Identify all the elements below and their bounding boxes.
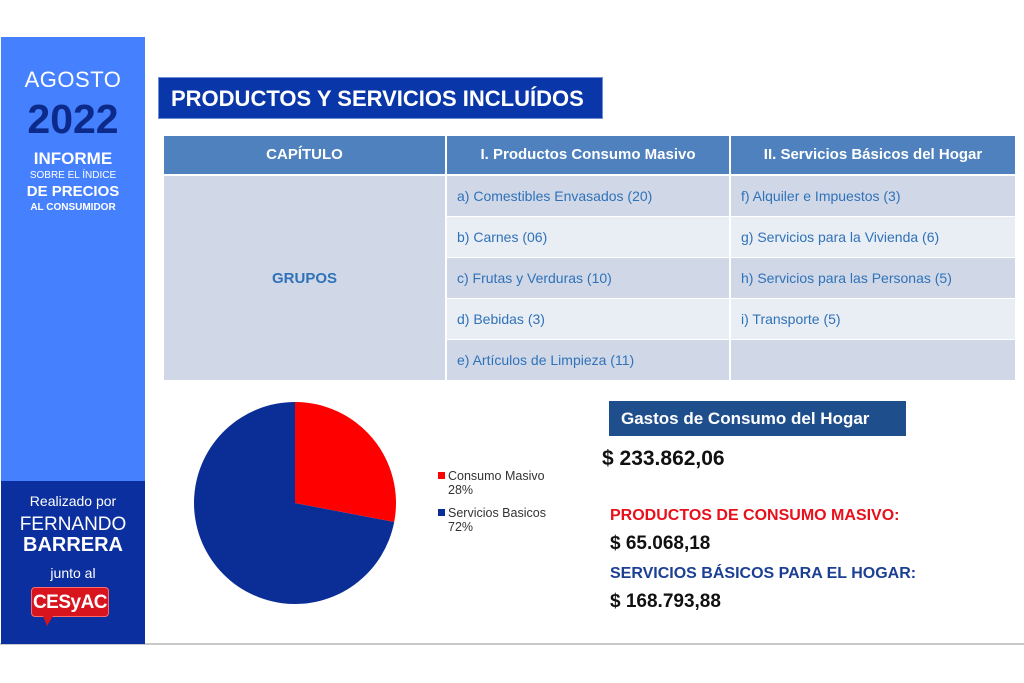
servicios-basicos-label: SERVICIOS BÁSICOS PARA EL HOGAR:	[610, 565, 917, 582]
legend-pct: 72%	[448, 520, 474, 534]
legend-label: Servicios Basicos	[448, 506, 546, 520]
group-cell: e) Artículos de Limpieza (11)	[447, 340, 731, 380]
legend-label: Consumo Masivo	[448, 469, 545, 483]
group-cell: h) Servicios para las Personas (5)	[731, 258, 1015, 298]
total-value: $ 233.862,06	[602, 447, 725, 470]
chart-legend: Consumo Masivo 28% Servicios Basicos 72%	[438, 469, 546, 543]
consumo-masivo-value: $ 65.068,18	[610, 533, 711, 554]
author-first-name: FERNANDO	[19, 514, 127, 535]
report-month: AGOSTO	[24, 67, 122, 92]
consumo-masivo-label: PRODUCTOS DE CONSUMO MASIVO:	[610, 507, 900, 524]
speech-bubble-tail-icon	[43, 616, 53, 626]
report-year: 2022	[27, 96, 119, 142]
legend-swatch-blue	[438, 509, 445, 516]
group-cell: g) Servicios para la Vivienda (6)	[731, 217, 1015, 257]
sidebar-report-header: AGOSTO 2022 INFORME SOBRE EL ÍNDICE DE P…	[1, 37, 145, 481]
legend-swatch-red	[438, 472, 445, 479]
servicios-basicos-value: $ 168.793,88	[610, 591, 721, 612]
page-title: PRODUCTOS Y SERVICIOS INCLUÍDOS	[158, 77, 603, 119]
group-cell: b) Carnes (06)	[447, 217, 731, 257]
legend-item-consumo: Consumo Masivo 28%	[438, 469, 546, 497]
table-body: GRUPOS a) Comestibles Envasados (20) f) …	[164, 176, 1015, 381]
products-services-table: CAPÍTULO I. Productos Consumo Masivo II.…	[164, 136, 1015, 381]
header-capitulo: CAPÍTULO	[164, 136, 447, 174]
table-row: b) Carnes (06) g) Servicios para la Vivi…	[447, 217, 1015, 258]
credits-junto: junto al	[50, 565, 96, 581]
legend-item-servicios: Servicios Basicos 72%	[438, 506, 546, 534]
header-servicios-basicos: II. Servicios Básicos del Hogar	[731, 136, 1015, 174]
table-row: c) Frutas y Verduras (10) h) Servicios p…	[447, 258, 1015, 299]
table-row: e) Artículos de Limpieza (11)	[447, 340, 1015, 381]
credits-realizado: Realizado por	[29, 493, 117, 509]
pie-chart	[193, 402, 396, 604]
table-row: a) Comestibles Envasados (20) f) Alquile…	[447, 176, 1015, 217]
group-rows: a) Comestibles Envasados (20) f) Alquile…	[447, 176, 1015, 381]
pie-slice-consumo-masivo	[295, 402, 396, 522]
report-informe: INFORME	[33, 149, 113, 168]
group-cell	[731, 340, 1015, 380]
group-cell: i) Transporte (5)	[731, 299, 1015, 339]
header-consumo-masivo: I. Productos Consumo Masivo	[447, 136, 731, 174]
cesyac-logo: CESyAC	[31, 587, 109, 617]
sidebar-credits: Realizado por FERNANDO BARRERA junto al …	[1, 481, 145, 644]
report-consumidor: AL CONSUMIDOR	[30, 202, 116, 213]
table-row: d) Bebidas (3) i) Transporte (5)	[447, 299, 1015, 340]
author-last-name: BARRERA	[23, 534, 123, 556]
gastos-title: Gastos de Consumo del Hogar	[609, 401, 906, 436]
pie-slice-servicios-basicos	[193, 402, 395, 604]
group-cell: c) Frutas y Verduras (10)	[447, 258, 731, 298]
group-cell: d) Bebidas (3)	[447, 299, 731, 339]
legend-pct: 28%	[448, 483, 474, 497]
group-cell: f) Alquiler e Impuestos (3)	[731, 176, 1015, 216]
report-precios: DE PRECIOS	[26, 183, 120, 200]
grupos-label: GRUPOS	[164, 176, 447, 380]
table-header-row: CAPÍTULO I. Productos Consumo Masivo II.…	[164, 136, 1015, 174]
group-cell: a) Comestibles Envasados (20)	[447, 176, 731, 216]
report-sobre: SOBRE EL ÍNDICE	[29, 170, 117, 181]
